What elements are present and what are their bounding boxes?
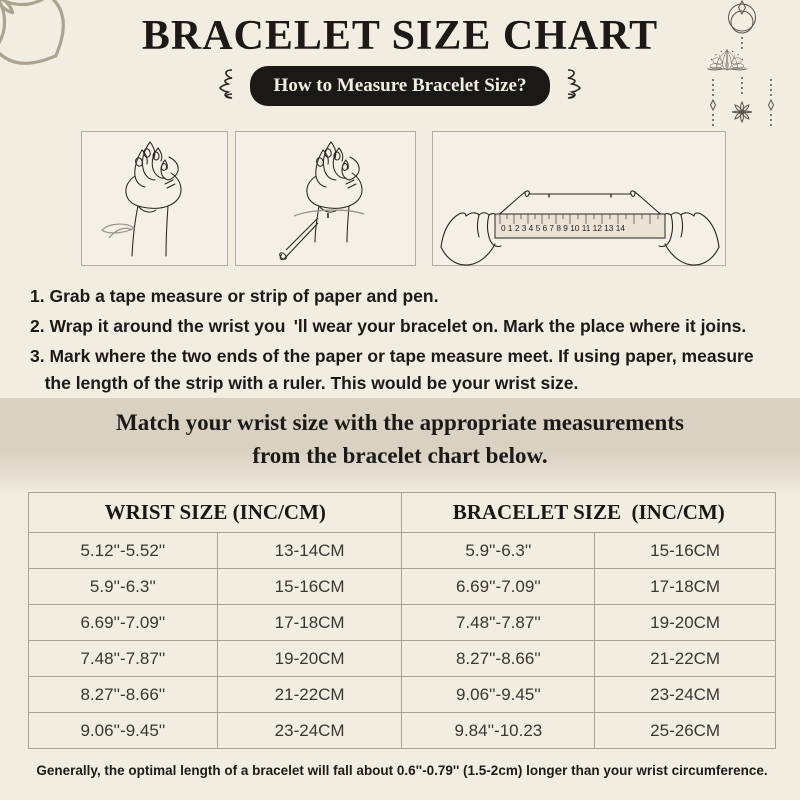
svg-text:0 1 2 3 4 5 6 7 8 9 10 11 12 1: 0 1 2 3 4 5 6 7 8 9 10 11 12 13 14	[501, 223, 625, 233]
